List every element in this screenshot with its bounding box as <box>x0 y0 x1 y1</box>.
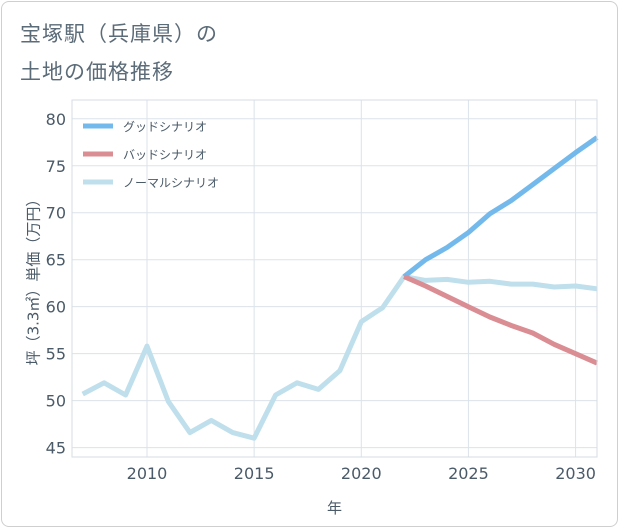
x-tick-label: 2010 <box>127 464 168 483</box>
page-title-line1: 宝塚駅（兵庫県）の <box>20 22 218 46</box>
page-title-line2: 土地の価格推移 <box>20 60 174 84</box>
y-tick-label: 75 <box>46 157 66 176</box>
data-point-normal <box>316 387 321 392</box>
data-point-normal <box>295 380 300 385</box>
data-point-normal <box>359 319 364 324</box>
legend-label-good: グッドシナリオ <box>123 120 207 134</box>
data-point-normal <box>380 305 385 310</box>
data-point-normal <box>573 284 578 289</box>
series-line-bad <box>403 274 599 366</box>
data-point-bad <box>466 304 471 309</box>
x-tick-label: 2030 <box>555 464 596 483</box>
data-point-good <box>530 182 535 187</box>
data-point-normal <box>123 392 128 397</box>
data-point-good <box>466 230 471 235</box>
y-tick-label: 55 <box>46 345 66 364</box>
data-point-bad <box>509 323 514 328</box>
data-point-normal <box>530 282 535 287</box>
data-point-bad <box>445 294 450 299</box>
x-tick-label: 2020 <box>341 464 382 483</box>
data-point-good <box>487 211 492 216</box>
data-point-good <box>423 257 428 262</box>
grid-lines <box>72 100 597 457</box>
data-point-normal <box>487 279 492 284</box>
data-point-normal <box>273 392 278 397</box>
series-layer <box>80 135 599 441</box>
data-point-good <box>573 150 578 155</box>
data-point-normal <box>337 368 342 373</box>
data-point-good <box>445 245 450 250</box>
data-point-normal <box>252 436 257 441</box>
data-point-normal <box>166 399 171 404</box>
data-point-normal <box>102 380 107 385</box>
data-point-bad <box>487 315 492 320</box>
x-tick-label: 2015 <box>234 464 275 483</box>
y-tick-label: 45 <box>46 439 66 458</box>
data-point-bad <box>530 330 535 335</box>
data-point-normal <box>145 344 150 349</box>
data-point-normal <box>209 418 214 423</box>
y-tick-label: 60 <box>46 298 66 317</box>
y-tick-label: 70 <box>46 204 66 223</box>
data-point-normal <box>552 284 557 289</box>
x-tick-label: 2025 <box>448 464 489 483</box>
data-point-normal <box>423 278 428 283</box>
tick-labels: 2010 2015 2020 2025 2030 45 50 55 60 65 70 75 80 <box>46 110 596 483</box>
y-tick-label: 65 <box>46 251 66 270</box>
data-point-good <box>552 166 557 171</box>
data-point-normal <box>230 430 235 435</box>
data-point-normal <box>445 277 450 282</box>
y-tick-label: 50 <box>46 392 66 411</box>
plot-frame <box>71 99 598 458</box>
data-point-normal <box>187 430 192 435</box>
data-point-normal <box>509 282 514 287</box>
legend-label-normal: ノーマルシナリオ <box>123 176 219 190</box>
series-line-normal <box>81 274 598 441</box>
x-axis-label: 年 <box>327 499 342 517</box>
data-point-bad <box>423 284 428 289</box>
y-axis-label: 坪（3.3㎡）単価（万円） <box>25 192 43 366</box>
series-line-good <box>402 135 599 279</box>
data-point-bad <box>402 274 407 279</box>
data-point-normal <box>466 280 471 285</box>
legend-label-bad: バッドシナリオ <box>123 148 207 162</box>
data-point-bad <box>573 351 578 356</box>
data-point-normal <box>80 392 85 397</box>
data-point-bad <box>552 342 557 347</box>
data-point-good <box>509 198 514 203</box>
y-tick-label: 80 <box>46 110 66 129</box>
